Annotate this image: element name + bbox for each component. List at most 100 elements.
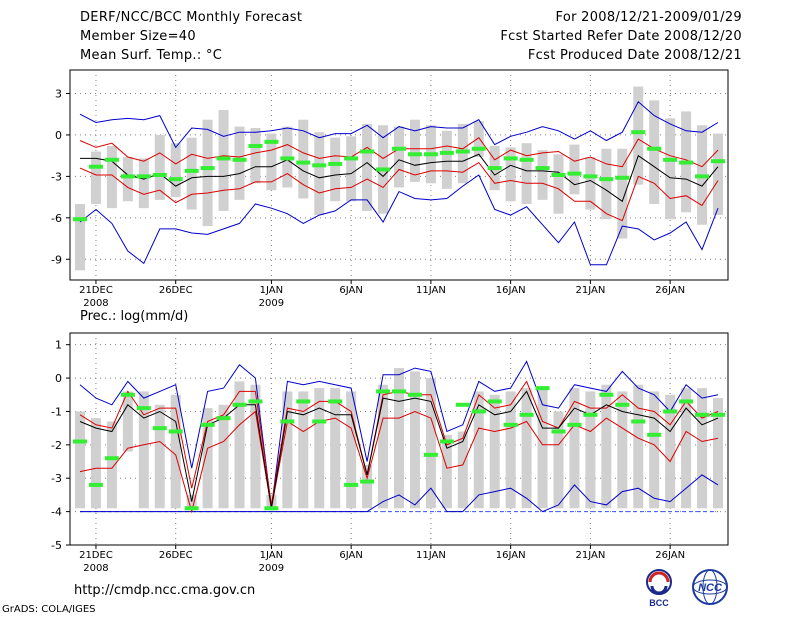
spread-box (425, 378, 436, 509)
y-tick-label: -3 (51, 170, 62, 183)
spread-box (362, 123, 373, 211)
x-tick-sublabel: 2009 (259, 298, 284, 309)
spread-box (553, 154, 564, 214)
x-tick-label: 16JAN (496, 550, 526, 561)
lower-line (79, 410, 719, 514)
spread-box (521, 388, 532, 509)
median-marker (392, 389, 406, 394)
max-line (79, 101, 719, 149)
median-marker (599, 392, 614, 397)
spread-box (218, 404, 229, 509)
spread-box (234, 381, 245, 509)
spread-box (489, 394, 500, 509)
median-marker (200, 166, 215, 171)
spread-box (537, 388, 548, 509)
median-marker (647, 146, 662, 151)
spread-box (601, 384, 612, 509)
spread-box (106, 145, 117, 209)
median-marker (471, 409, 486, 414)
spread-box (617, 148, 628, 239)
y-tick-label: 0 (55, 372, 62, 385)
min-line (80, 474, 719, 513)
spread-box (250, 128, 261, 184)
spread-box (473, 391, 484, 509)
spread-box (569, 144, 580, 195)
x-tick-label: 6JAN (339, 285, 362, 296)
spread-box (394, 368, 404, 509)
median-marker (200, 422, 215, 427)
spread-box (75, 411, 85, 509)
median-marker (296, 160, 311, 165)
spread-box (713, 133, 723, 216)
spread-box (218, 110, 229, 211)
median-marker (455, 402, 470, 407)
spread-box (633, 384, 644, 509)
spread-box (553, 411, 564, 509)
median-marker (599, 177, 614, 182)
x-tick-label: 6JAN (339, 550, 362, 561)
x-tick-label: 1JAN (260, 550, 283, 561)
median-marker (104, 456, 119, 461)
median-marker (216, 416, 231, 421)
median-marker (407, 152, 422, 157)
median-marker (344, 482, 359, 487)
median-marker (663, 409, 678, 414)
spread-box (457, 431, 468, 509)
median-marker (120, 174, 135, 179)
plot-frame (69, 332, 729, 546)
spread-box (202, 119, 213, 227)
spread-box (441, 434, 452, 509)
median-marker (471, 146, 486, 151)
x-tick-label: 21JAN (575, 285, 605, 296)
spread-box (75, 204, 85, 271)
y-tick-label: -9 (51, 253, 62, 266)
y-tick-label: -5 (51, 539, 62, 552)
spread-box (170, 143, 181, 198)
spread-box (569, 388, 580, 509)
x-tick-sublabel: 2008 (83, 298, 108, 309)
lower-line (79, 161, 719, 222)
x-tick-label: 1JAN (260, 285, 283, 296)
median-marker (104, 157, 119, 162)
x-tick-label: 26DEC (159, 550, 193, 561)
spread-box (122, 391, 133, 452)
bcc-logo-text: BCC (649, 598, 669, 608)
median-marker (168, 177, 183, 182)
y-tick-label: -4 (51, 506, 62, 519)
y-tick-label: -1 (51, 405, 62, 418)
median-marker (487, 399, 502, 404)
median-marker (216, 156, 231, 161)
spread-box (346, 391, 357, 509)
median-marker (152, 173, 167, 177)
median-marker (695, 412, 710, 417)
median-marker (503, 156, 518, 161)
x-tick-label: 21JAN (575, 550, 605, 561)
x-tick-label: 26DEC (159, 285, 193, 296)
fcst-started-date: Fcst Started Refer Date 2008/12/20 (500, 29, 742, 44)
footer-url: http://cmdp.ncc.cma.gov.cn (74, 583, 256, 598)
median-marker (679, 160, 694, 165)
median-marker (264, 506, 279, 511)
y-tick-label: -2 (51, 439, 62, 452)
median-marker (328, 399, 343, 404)
spread-box (521, 143, 532, 205)
median-marker (73, 217, 87, 222)
spread-box (665, 118, 676, 220)
spread-box (362, 464, 373, 509)
median-marker (184, 506, 199, 511)
median-marker (120, 392, 135, 397)
median-marker (264, 139, 279, 144)
median-marker (344, 156, 359, 161)
spread-box (617, 391, 628, 509)
y-tick-label: 1 (55, 339, 62, 352)
spread-box (378, 384, 389, 509)
median-marker (423, 452, 438, 457)
median-marker (73, 439, 87, 444)
spread-box (298, 391, 309, 509)
mean-line (80, 153, 719, 203)
median-marker (519, 412, 534, 417)
spread-box (346, 136, 357, 202)
spread-box (266, 133, 277, 191)
spread-box (90, 418, 101, 509)
spread-box (298, 119, 309, 199)
